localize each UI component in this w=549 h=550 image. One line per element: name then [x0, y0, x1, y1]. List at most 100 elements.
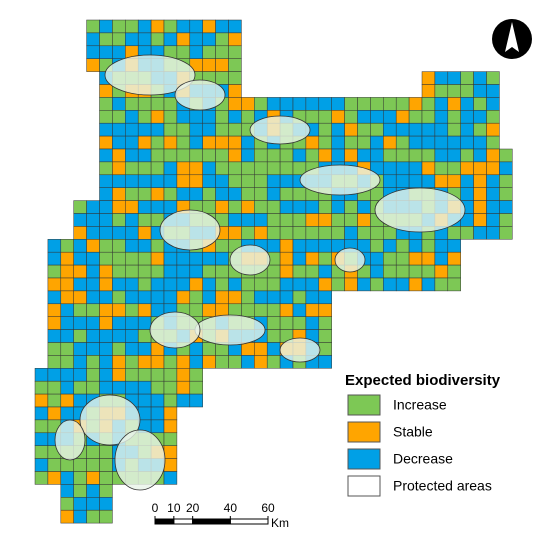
grid-cell	[279, 148, 294, 163]
grid-cell	[189, 342, 203, 356]
grid-cell	[34, 419, 49, 434]
grid-cell	[473, 200, 487, 214]
grid-cell	[47, 329, 62, 343]
grid-cell	[150, 200, 165, 214]
grid-cell	[292, 239, 307, 253]
grid-cell	[344, 97, 358, 111]
grid-cell	[86, 329, 100, 343]
grid-cell	[73, 509, 87, 524]
grid-cell	[60, 458, 74, 472]
scale-segment	[229, 518, 269, 525]
grid-cell	[202, 32, 216, 47]
legend-label: Decrease	[393, 451, 453, 467]
grid-cell	[189, 264, 203, 279]
grid-cell	[150, 368, 165, 382]
grid-cell	[163, 355, 178, 369]
grid-cell	[47, 239, 62, 253]
grid-cell	[344, 277, 358, 292]
grid-cell	[125, 161, 139, 176]
protected-area	[334, 247, 366, 273]
legend-swatch	[347, 421, 381, 443]
grid-cell	[137, 277, 152, 292]
grid-cell	[86, 200, 100, 214]
grid-cell	[266, 161, 281, 176]
grid-cell	[228, 84, 242, 98]
grid-cell	[176, 368, 191, 382]
grid-cell	[215, 174, 229, 188]
grid-cell	[99, 213, 113, 227]
protected-area	[374, 187, 466, 233]
scale-unit: Km	[271, 516, 289, 530]
grid-cell	[486, 148, 500, 163]
grid-cell	[189, 110, 203, 124]
grid-cell	[202, 342, 216, 356]
grid-cell	[125, 122, 139, 137]
grid-cell	[434, 110, 449, 124]
grid-cell	[228, 71, 242, 85]
grid-cell	[254, 277, 268, 292]
grid-cell	[421, 148, 436, 163]
grid-cell	[34, 406, 49, 421]
grid-cell	[163, 97, 178, 111]
grid-cell	[357, 122, 371, 137]
scale-segment	[173, 518, 194, 525]
grid-cell	[99, 355, 113, 369]
grid-cell	[73, 497, 87, 511]
grid-cell	[176, 264, 191, 279]
grid-cell	[47, 277, 62, 292]
grid-cell	[176, 45, 191, 59]
grid-cell	[189, 368, 203, 382]
grid-cell	[189, 303, 203, 317]
grid-cell	[228, 110, 242, 124]
grid-cell	[486, 174, 500, 188]
grid-cell	[434, 122, 449, 137]
grid-cell	[112, 342, 126, 356]
grid-cell	[318, 303, 332, 317]
grid-cell	[73, 213, 87, 227]
grid-cell	[47, 471, 62, 485]
grid-cell	[137, 342, 152, 356]
grid-cell	[357, 148, 371, 163]
grid-cell	[137, 355, 152, 369]
grid-cell	[421, 174, 436, 188]
grid-cell	[357, 200, 371, 214]
grid-cell	[460, 226, 474, 240]
grid-cell	[150, 187, 165, 201]
grid-cell	[228, 213, 242, 227]
grid-cell	[241, 135, 255, 150]
grid-cell	[447, 226, 461, 240]
grid-cell	[189, 355, 203, 369]
scale-label: 10	[167, 501, 181, 515]
grid-cell	[112, 355, 126, 369]
grid-cell	[421, 264, 436, 279]
grid-cell	[202, 148, 216, 163]
grid-cell	[202, 303, 216, 317]
grid-cell	[215, 200, 229, 214]
grid-cell	[202, 264, 216, 279]
grid-cell	[47, 380, 62, 395]
protected-area	[279, 337, 321, 363]
grid-cell	[125, 148, 139, 163]
grid-cell	[279, 290, 294, 305]
grid-cell	[125, 135, 139, 150]
grid-cell	[447, 148, 461, 163]
grid-cell	[228, 32, 242, 47]
protected-areas	[54, 54, 466, 491]
grid-cell	[150, 135, 165, 150]
grid-cell	[266, 329, 281, 343]
grid-cell	[202, 161, 216, 176]
grid-cell	[150, 251, 165, 266]
grid-cell	[447, 97, 461, 111]
grid-cell	[305, 200, 320, 214]
grid-cell	[137, 19, 152, 34]
grid-cell	[150, 32, 165, 47]
grid-cell	[408, 97, 423, 111]
grid-cell	[73, 380, 87, 395]
scale-label: 60	[261, 501, 275, 515]
grid-cell	[266, 239, 281, 253]
grid-cell	[395, 110, 410, 124]
grid-cell	[279, 174, 294, 188]
grid-cell	[241, 290, 255, 305]
grid-cell	[73, 316, 87, 330]
protected-area	[104, 54, 196, 96]
